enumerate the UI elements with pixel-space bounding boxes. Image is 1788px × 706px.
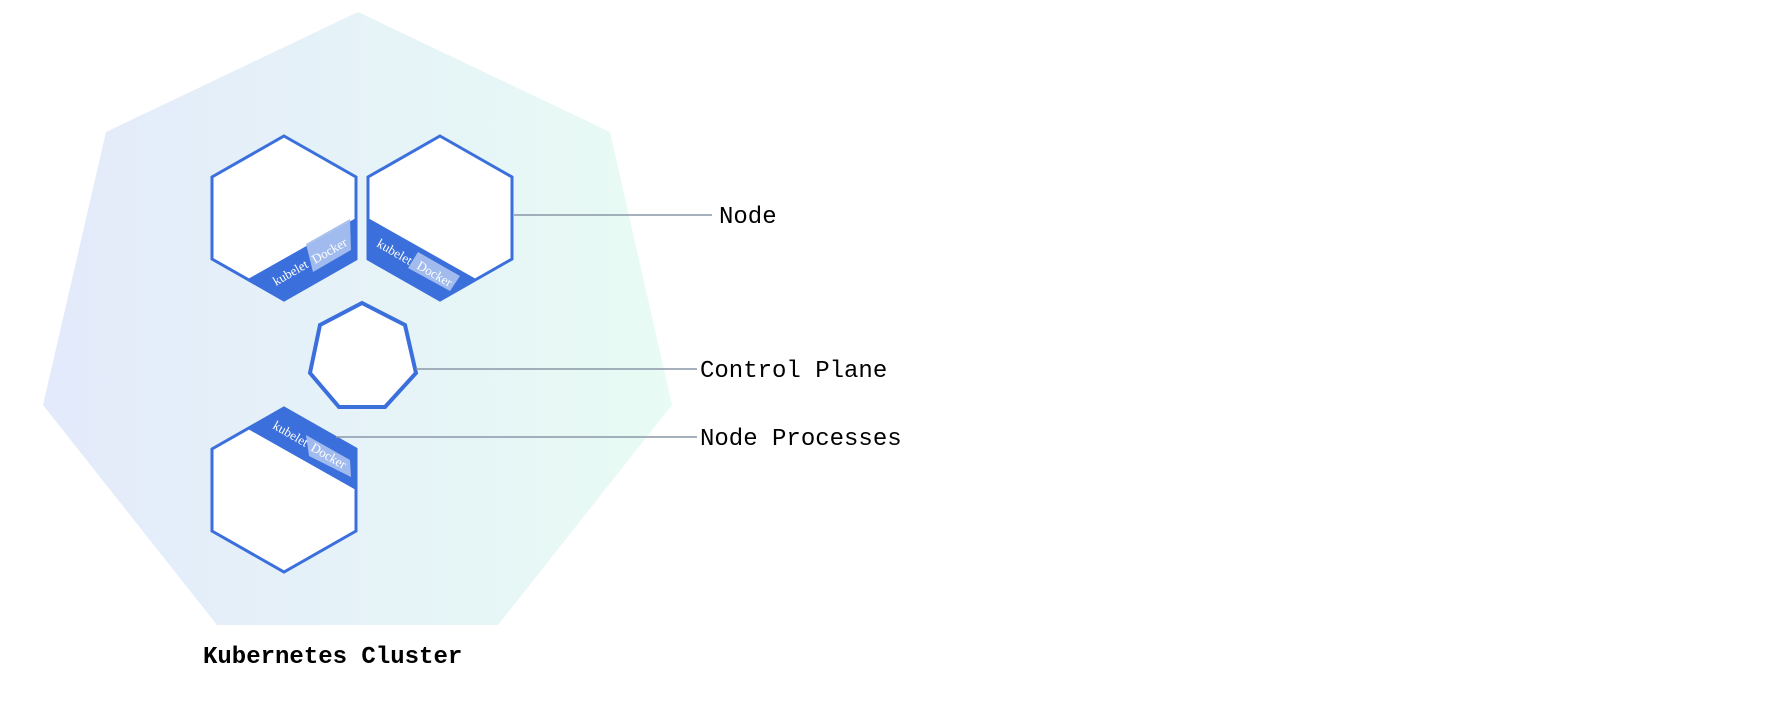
node-label: Node xyxy=(719,204,777,231)
node-processes-label: Node Processes xyxy=(700,426,902,453)
node-bottom: kubelet Docker xyxy=(210,406,358,574)
control-plane-shape xyxy=(307,300,419,409)
node-process-band xyxy=(248,408,356,490)
node-top-left: kubelet Docker xyxy=(210,134,358,302)
cluster-title: Kubernetes Cluster xyxy=(203,644,462,671)
docker-badge xyxy=(306,435,351,477)
control-plane-label: Control Plane xyxy=(700,358,887,385)
docker-badge xyxy=(408,252,460,291)
node-top-right: kubelet Docker xyxy=(366,134,514,302)
docker-badge xyxy=(306,219,351,272)
